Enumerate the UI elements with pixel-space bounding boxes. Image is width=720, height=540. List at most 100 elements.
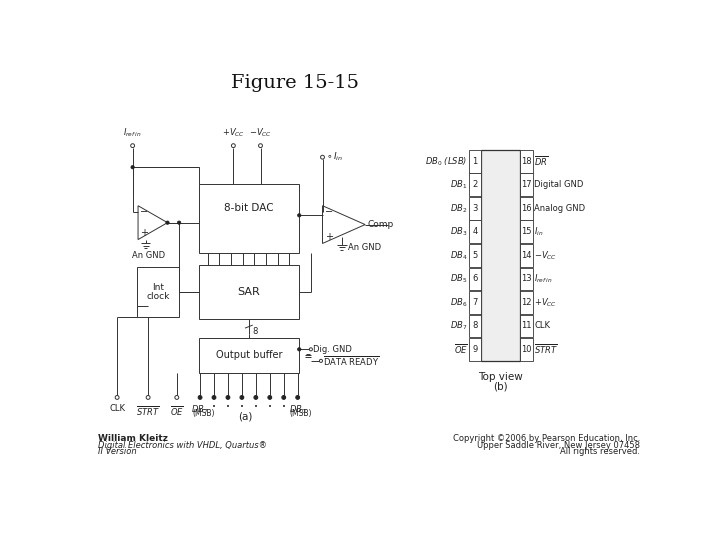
Text: 6: 6 bbox=[472, 274, 478, 284]
Circle shape bbox=[297, 214, 301, 217]
Text: $DB_7$: $DB_7$ bbox=[192, 403, 209, 416]
Text: $\circ\,I_{in}$: $\circ\,I_{in}$ bbox=[326, 151, 343, 164]
Text: $\overline{\mathrm{DATA\ READY}}$: $\overline{\mathrm{DATA\ READY}}$ bbox=[323, 354, 379, 368]
Text: 14: 14 bbox=[521, 251, 531, 260]
Circle shape bbox=[268, 396, 271, 399]
Circle shape bbox=[226, 396, 230, 399]
Text: $DB_2$: $DB_2$ bbox=[450, 202, 467, 214]
Bar bbox=[520, 150, 533, 173]
Circle shape bbox=[177, 221, 181, 224]
Text: −: − bbox=[325, 207, 333, 217]
Circle shape bbox=[268, 395, 271, 400]
Text: 13: 13 bbox=[521, 274, 531, 284]
Circle shape bbox=[198, 396, 202, 399]
Circle shape bbox=[226, 395, 230, 400]
Text: (MSB): (MSB) bbox=[192, 409, 215, 418]
Bar bbox=[520, 173, 533, 196]
Text: $+V_{CC}$: $+V_{CC}$ bbox=[534, 296, 557, 309]
Bar bbox=[520, 291, 533, 314]
Bar bbox=[199, 184, 300, 253]
Text: $I_{ref\,in}$: $I_{ref\,in}$ bbox=[123, 127, 142, 139]
Text: $DB_1$: $DB_1$ bbox=[450, 179, 467, 191]
Bar bbox=[199, 338, 300, 373]
Bar bbox=[520, 244, 533, 267]
Text: 8-bit DAC: 8-bit DAC bbox=[224, 204, 274, 213]
Text: 18: 18 bbox=[521, 157, 531, 166]
Bar bbox=[520, 197, 533, 220]
Text: $\overline{OE}$: $\overline{OE}$ bbox=[170, 403, 184, 417]
Text: $+V_{CC}$: $+V_{CC}$ bbox=[222, 127, 245, 139]
Text: 7: 7 bbox=[472, 298, 478, 307]
Bar bbox=[520, 315, 533, 338]
Text: $DB_7$: $DB_7$ bbox=[450, 320, 467, 332]
Text: 11: 11 bbox=[521, 321, 531, 330]
Text: Analog GND: Analog GND bbox=[534, 204, 585, 213]
Text: $I_{in}$: $I_{in}$ bbox=[534, 226, 544, 238]
Text: •: • bbox=[282, 404, 286, 410]
Circle shape bbox=[240, 395, 244, 400]
Text: Comp: Comp bbox=[367, 220, 394, 229]
Circle shape bbox=[146, 395, 150, 400]
Bar bbox=[137, 267, 179, 318]
Circle shape bbox=[240, 396, 243, 399]
Circle shape bbox=[175, 395, 179, 400]
Text: clock: clock bbox=[146, 293, 169, 301]
Text: •: • bbox=[226, 404, 230, 410]
Bar bbox=[482, 150, 520, 361]
Bar bbox=[520, 338, 533, 361]
Text: $I_{ref\,in}$: $I_{ref\,in}$ bbox=[534, 273, 552, 285]
Text: $DB_3$: $DB_3$ bbox=[450, 226, 467, 238]
Text: $DB_0$ (LSB): $DB_0$ (LSB) bbox=[426, 155, 467, 167]
Text: •: • bbox=[212, 404, 216, 410]
Text: 17: 17 bbox=[521, 180, 531, 190]
Text: 9: 9 bbox=[472, 345, 478, 354]
Bar bbox=[469, 197, 482, 220]
Text: CLK: CLK bbox=[534, 321, 550, 330]
Text: 8: 8 bbox=[252, 327, 257, 336]
Bar bbox=[469, 220, 482, 243]
Circle shape bbox=[320, 156, 325, 159]
Text: $\overline{STRT}$: $\overline{STRT}$ bbox=[136, 403, 160, 417]
Text: 15: 15 bbox=[521, 227, 531, 237]
Text: $\overline{DR}$: $\overline{DR}$ bbox=[534, 154, 549, 168]
Text: 12: 12 bbox=[521, 298, 531, 307]
Text: Figure 15-15: Figure 15-15 bbox=[231, 74, 359, 92]
Circle shape bbox=[131, 144, 135, 147]
Text: $\overline{OE}$: $\overline{OE}$ bbox=[454, 342, 467, 356]
Text: All rights reserved.: All rights reserved. bbox=[560, 447, 640, 456]
Circle shape bbox=[115, 395, 119, 400]
Text: $\overline{STRT}$: $\overline{STRT}$ bbox=[534, 342, 558, 356]
Text: (a): (a) bbox=[238, 411, 252, 421]
Text: 3: 3 bbox=[472, 204, 478, 213]
Bar bbox=[469, 173, 482, 196]
Text: •: • bbox=[268, 404, 272, 410]
Circle shape bbox=[282, 395, 286, 400]
Text: 5: 5 bbox=[472, 251, 478, 260]
Text: $DB_5$: $DB_5$ bbox=[450, 273, 467, 285]
Text: $DB_0$: $DB_0$ bbox=[289, 403, 307, 416]
Text: Digital Electronics with VHDL, Quartus®: Digital Electronics with VHDL, Quartus® bbox=[98, 441, 266, 450]
Text: 2: 2 bbox=[472, 180, 478, 190]
Text: An GND: An GND bbox=[348, 243, 381, 252]
Text: $-V_{CC}$: $-V_{CC}$ bbox=[534, 249, 557, 261]
Circle shape bbox=[254, 395, 258, 400]
Circle shape bbox=[131, 166, 135, 169]
Text: Digital GND: Digital GND bbox=[534, 180, 583, 190]
Text: •: • bbox=[254, 404, 258, 410]
Bar bbox=[469, 244, 482, 267]
Bar bbox=[469, 338, 482, 361]
Text: +: + bbox=[325, 232, 333, 242]
Circle shape bbox=[310, 348, 312, 351]
Text: Output buffer: Output buffer bbox=[215, 350, 282, 361]
Text: William Kleitz: William Kleitz bbox=[98, 434, 168, 443]
Circle shape bbox=[166, 221, 169, 224]
Text: 16: 16 bbox=[521, 204, 531, 213]
Text: Dig. GND: Dig. GND bbox=[313, 345, 352, 354]
Text: CLK: CLK bbox=[109, 403, 125, 413]
Bar bbox=[520, 267, 533, 291]
Text: •: • bbox=[240, 404, 244, 410]
Text: Int: Int bbox=[152, 283, 164, 292]
Text: (b): (b) bbox=[493, 381, 508, 391]
Circle shape bbox=[296, 396, 300, 399]
Text: 8: 8 bbox=[472, 321, 478, 330]
